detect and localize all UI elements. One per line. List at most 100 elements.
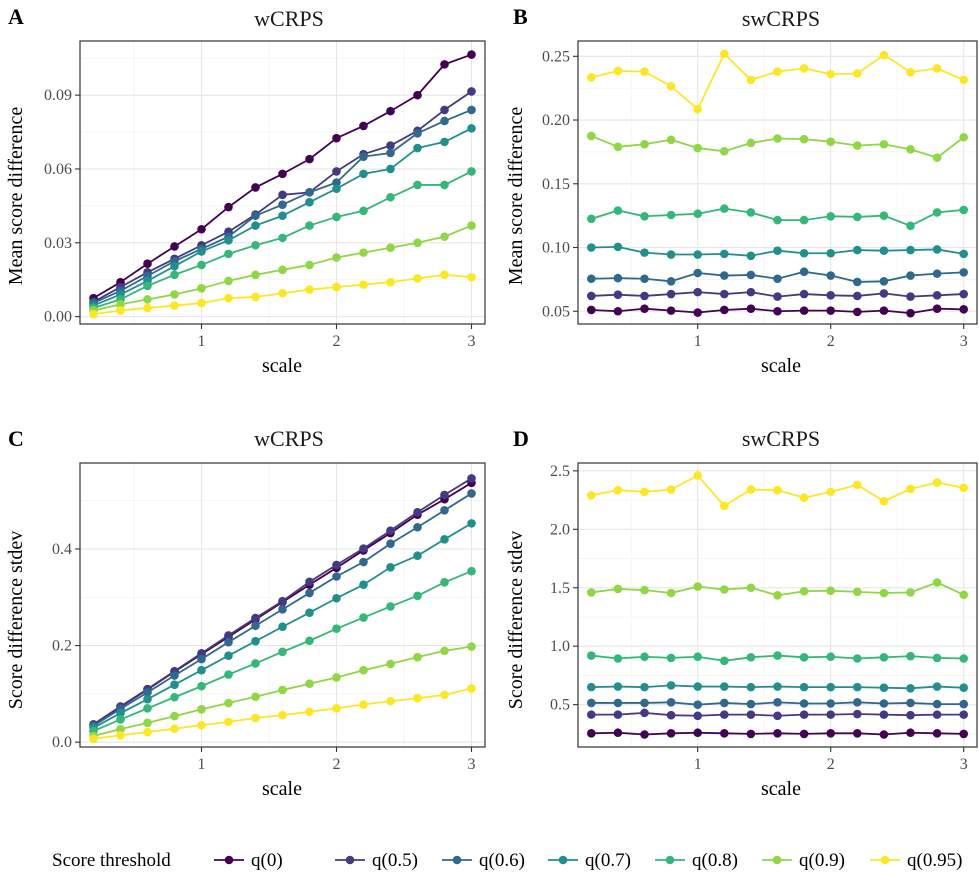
y-tick-label: 0.00 (44, 309, 72, 326)
data-point (906, 484, 915, 494)
data-point (467, 519, 476, 528)
data-point (224, 717, 233, 727)
data-point (413, 90, 422, 100)
data-point (359, 613, 368, 622)
data-point (386, 526, 395, 535)
data-point (666, 729, 676, 738)
data-point (467, 684, 476, 693)
data-point (959, 205, 968, 215)
data-point (440, 535, 449, 544)
panel-c-y-axis-label: Score difference stdev (5, 531, 27, 709)
data-point (720, 585, 729, 594)
data-point (879, 246, 889, 256)
legend-label: q(0.95) (907, 850, 962, 871)
data-point (359, 700, 368, 709)
data-point (640, 708, 649, 718)
data-point (853, 682, 862, 692)
x-tick-label: 3 (468, 333, 476, 350)
data-point (693, 711, 702, 721)
data-point (116, 731, 125, 740)
data-point (799, 586, 809, 596)
data-point (773, 682, 782, 691)
data-point (613, 710, 623, 719)
x-tick-label: 2 (827, 756, 835, 773)
y-tick-label: 0.09 (44, 87, 72, 104)
data-point (278, 605, 287, 614)
data-point (251, 713, 260, 723)
data-point (116, 300, 125, 309)
x-tick-label: 1 (694, 756, 702, 773)
data-point (746, 251, 756, 261)
data-point (413, 274, 422, 283)
data-point (746, 208, 756, 217)
data-point (224, 670, 233, 679)
data-point (666, 485, 676, 494)
data-point (853, 587, 862, 597)
panel-b-plot: 1 2 3 0.05 0.10 0.15 0.20 0.25 (542, 40, 978, 350)
data-point (305, 577, 314, 587)
data-point (932, 64, 942, 73)
data-point (906, 728, 915, 738)
data-point (640, 698, 649, 708)
data-point (826, 248, 835, 258)
y-tick-label: 2.5 (550, 463, 570, 480)
data-point (720, 249, 729, 259)
data-point (693, 700, 702, 709)
data-point (197, 298, 206, 308)
data-point (666, 588, 676, 598)
data-point (305, 260, 314, 270)
data-point (799, 653, 809, 662)
data-point (440, 690, 449, 700)
data-point (116, 715, 125, 724)
data-point (613, 242, 623, 252)
data-point (879, 211, 889, 220)
data-point (640, 487, 649, 497)
data-point (720, 682, 729, 691)
legend-label: q(0.8) (692, 850, 738, 871)
panel-a-y-axis-label: Mean score difference (5, 107, 27, 286)
data-point (932, 699, 942, 709)
x-tick-label: 3 (960, 333, 968, 350)
data-point (587, 588, 596, 597)
data-point (879, 289, 889, 298)
data-point (587, 291, 596, 301)
data-point (799, 64, 809, 73)
data-point (278, 685, 287, 695)
data-point (826, 729, 835, 738)
panel-b-x-axis-label: scale (761, 355, 801, 377)
data-point (906, 221, 915, 231)
data-point (693, 582, 702, 591)
data-point (197, 284, 206, 293)
data-point (666, 698, 676, 707)
data-point (773, 274, 782, 284)
data-point (853, 698, 862, 707)
data-point (746, 485, 756, 494)
data-point (666, 210, 676, 220)
data-point (587, 274, 596, 284)
data-point (906, 698, 915, 708)
data-point (359, 580, 368, 590)
data-point (386, 659, 395, 669)
data-point (613, 584, 623, 594)
data-point (224, 637, 233, 647)
data-point (332, 167, 341, 176)
data-point (386, 106, 395, 116)
panel-d: D swCRPS 1 2 3 0.5 1.0 1.5 2.0 2.5 scale Score … (505, 426, 978, 800)
data-point (332, 282, 341, 292)
legend-key-point (558, 855, 568, 865)
plot-frame (577, 462, 978, 748)
data-point (906, 651, 915, 661)
data-point (170, 301, 179, 310)
data-point (224, 651, 233, 661)
data-point (197, 705, 206, 714)
data-point (613, 698, 623, 708)
data-point (587, 682, 596, 692)
data-point (799, 134, 809, 144)
data-point (587, 651, 596, 660)
data-point (143, 303, 152, 313)
data-point (826, 291, 835, 300)
data-point (359, 665, 368, 675)
panel-d-letter: D (513, 426, 529, 451)
data-point (640, 248, 649, 257)
data-point (587, 131, 596, 141)
